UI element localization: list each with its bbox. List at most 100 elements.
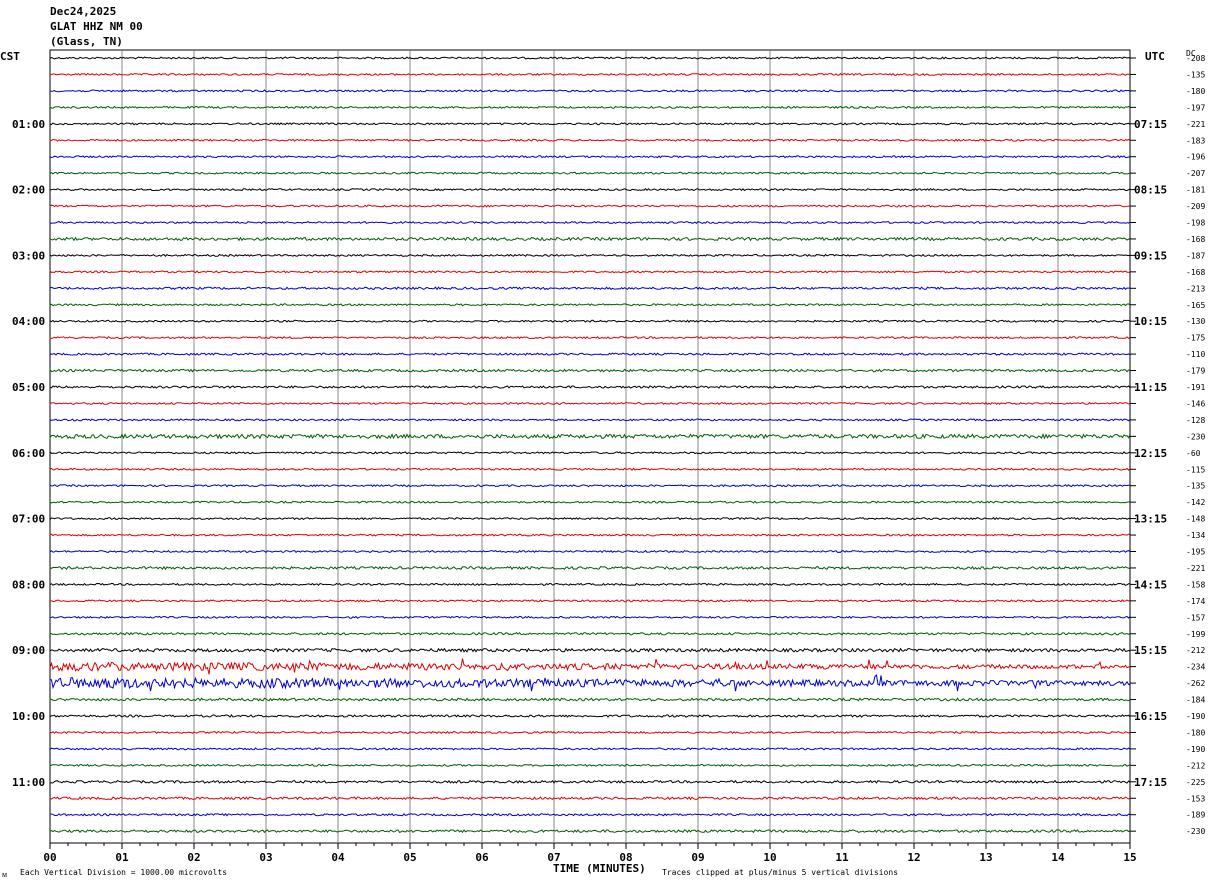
dc-offset-label: -225 — [1186, 778, 1205, 787]
dc-offset-label: -157 — [1186, 613, 1205, 622]
seismic-trace — [49, 714, 1131, 718]
dc-offset-label: -190 — [1186, 712, 1205, 721]
dc-offset-label: -199 — [1186, 630, 1205, 639]
dc-offset-label: -148 — [1186, 515, 1205, 524]
dc-offset-label: -207 — [1186, 169, 1205, 178]
x-tick-label: 08 — [619, 851, 632, 864]
x-tick-label: 10 — [763, 851, 776, 864]
seismic-trace — [49, 418, 1131, 422]
left-hour-label: 09:00 — [12, 644, 45, 657]
right-hour-label: 12:15 — [1134, 447, 1167, 460]
seismic-trace — [49, 812, 1131, 817]
dc-offset-label: -175 — [1186, 334, 1205, 343]
dc-offset-label: -142 — [1186, 498, 1205, 507]
dc-offset-label: -187 — [1186, 251, 1205, 260]
seismic-trace — [49, 658, 1131, 675]
right-hour-label: 15:15 — [1134, 644, 1167, 657]
dc-offset-label: -115 — [1186, 465, 1205, 474]
dc-offset-label: -146 — [1186, 399, 1205, 408]
dc-offset-label: -158 — [1186, 580, 1205, 589]
left-hour-label: 08:00 — [12, 578, 45, 591]
seismic-trace — [49, 615, 1131, 619]
x-tick-label: 04 — [331, 851, 345, 864]
x-tick-label: 11 — [835, 851, 849, 864]
seismic-trace — [49, 72, 1131, 77]
dc-offset-label: -195 — [1186, 548, 1205, 557]
x-tick-label: 13 — [979, 851, 992, 864]
x-tick-label: 01 — [115, 851, 129, 864]
dc-offset-label: -198 — [1186, 219, 1205, 228]
left-hour-label: 04:00 — [12, 315, 45, 328]
dc-offset-header: DC — [1186, 49, 1196, 58]
dc-offset-label: -230 — [1186, 827, 1205, 836]
seismic-trace — [49, 171, 1131, 176]
x-tick-label: 15 — [1123, 851, 1136, 864]
dc-offset-label: -234 — [1186, 663, 1205, 672]
left-hour-label: 10:00 — [12, 710, 45, 723]
dc-offset-label: -179 — [1186, 367, 1205, 376]
dc-offset-label: -60 — [1186, 449, 1201, 458]
vertical-scale-note: Each Vertical Division = 1000.00 microvo… — [20, 868, 228, 877]
dc-offset-label: -213 — [1186, 284, 1205, 293]
seismic-trace — [49, 56, 1131, 60]
dc-offset-label: -135 — [1186, 482, 1205, 491]
seismic-trace — [49, 565, 1131, 571]
x-tick-label: 14 — [1051, 851, 1065, 864]
seismic-trace — [49, 796, 1131, 801]
x-tick-label: 12 — [907, 851, 920, 864]
dc-offset-label: -221 — [1186, 564, 1205, 573]
dc-offset-label: -212 — [1186, 646, 1205, 655]
left-hour-label: 01:00 — [12, 118, 45, 131]
seismic-trace — [49, 286, 1131, 291]
left-hour-label: 06:00 — [12, 447, 45, 460]
seismic-trace — [49, 187, 1131, 192]
dc-offset-label: -189 — [1186, 811, 1205, 820]
seismic-trace — [49, 433, 1131, 440]
x-tick-label: 09 — [691, 851, 704, 864]
dc-offset-label: -110 — [1186, 350, 1205, 359]
seismic-trace — [49, 763, 1131, 767]
station-code: GLAT HHZ NM 00 — [50, 20, 143, 33]
seismic-trace — [49, 730, 1131, 735]
dc-offset-label: -180 — [1186, 728, 1205, 737]
seismic-trace — [49, 253, 1131, 257]
dc-offset-label: -221 — [1186, 120, 1205, 129]
plot-grid — [49, 49, 1136, 849]
seismic-trace — [49, 368, 1131, 373]
seismic-trace — [49, 582, 1130, 587]
seismic-trace — [49, 138, 1131, 142]
seismic-trace — [49, 204, 1131, 208]
seismic-trace — [49, 450, 1131, 455]
right-hour-label: 07:15 — [1134, 118, 1167, 131]
seismic-trace — [49, 674, 1131, 692]
seismic-trace — [49, 516, 1131, 521]
x-tick-label: 06 — [475, 851, 489, 864]
seismic-trace — [49, 89, 1131, 93]
dc-offset-label: -181 — [1186, 186, 1205, 195]
seismic-trace — [49, 385, 1131, 389]
dc-offset-label: -262 — [1186, 679, 1205, 688]
seismic-trace — [49, 336, 1131, 340]
left-hour-label: 07:00 — [12, 513, 45, 526]
seismic-trace — [49, 236, 1131, 242]
dc-offset-label: -153 — [1186, 794, 1205, 803]
seismic-trace — [49, 779, 1131, 784]
dc-offset-label: -180 — [1186, 87, 1205, 96]
axis-label-group: 00 01 02 03 04 05 06 07 08 09 10 11 12 13 14 15 -208 -135… — [12, 54, 1205, 864]
dc-offset-label: -168 — [1186, 268, 1205, 277]
seismic-trace — [49, 549, 1131, 554]
x-tick-label: 07 — [547, 851, 560, 864]
dc-offset-label: -209 — [1186, 202, 1205, 211]
x-tick-label: 05 — [403, 851, 416, 864]
x-tick-label: 00 — [43, 851, 56, 864]
seismic-trace — [49, 122, 1131, 126]
dc-offset-label: -174 — [1186, 597, 1205, 606]
dc-offset-label: -208 — [1186, 54, 1205, 63]
plot-frame — [49, 49, 1131, 844]
seismic-trace — [49, 697, 1131, 702]
seismic-trace — [49, 319, 1131, 323]
seismic-trace — [49, 829, 1131, 834]
dc-offset-label: -165 — [1186, 301, 1205, 310]
dc-offset-label: -184 — [1186, 696, 1205, 705]
station-location: (Glass, TN) — [50, 35, 123, 48]
